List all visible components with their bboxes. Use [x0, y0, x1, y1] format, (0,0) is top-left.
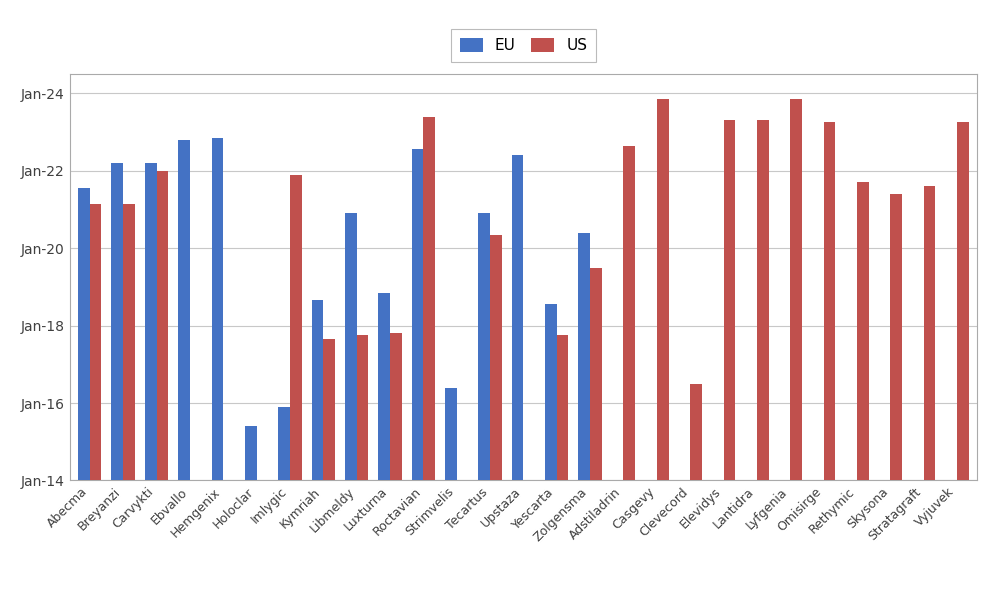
Bar: [957, 123, 969, 480]
Bar: [278, 407, 290, 480]
Bar: [112, 163, 124, 480]
Bar: [857, 182, 868, 480]
Bar: [78, 188, 90, 480]
Bar: [657, 99, 669, 480]
Bar: [178, 140, 189, 480]
Bar: [412, 150, 424, 480]
Bar: [390, 333, 402, 480]
Bar: [90, 204, 102, 480]
Bar: [357, 335, 368, 480]
Bar: [623, 145, 635, 480]
Bar: [290, 174, 302, 480]
Bar: [124, 204, 135, 480]
Bar: [445, 387, 457, 480]
Bar: [145, 163, 157, 480]
Bar: [545, 304, 556, 480]
Bar: [211, 138, 223, 480]
Bar: [690, 384, 702, 480]
Bar: [491, 235, 501, 480]
Bar: [157, 171, 168, 480]
Bar: [378, 293, 390, 480]
Bar: [824, 123, 835, 480]
Bar: [323, 339, 335, 480]
Bar: [757, 120, 769, 480]
Bar: [312, 301, 323, 480]
Bar: [578, 233, 590, 480]
Bar: [724, 120, 735, 480]
Bar: [479, 213, 491, 480]
Bar: [245, 426, 256, 480]
Bar: [590, 267, 602, 480]
Bar: [890, 194, 902, 480]
Bar: [345, 213, 357, 480]
Bar: [511, 155, 523, 480]
Legend: EU, US: EU, US: [451, 29, 596, 62]
Bar: [556, 335, 568, 480]
Bar: [424, 116, 435, 480]
Bar: [791, 99, 802, 480]
Bar: [923, 186, 935, 480]
